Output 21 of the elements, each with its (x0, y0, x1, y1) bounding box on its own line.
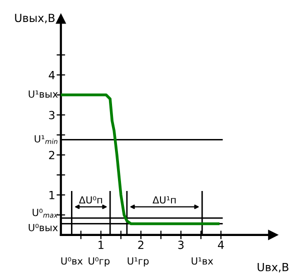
ref-line-label: U⁰$_{max}$ (32, 208, 58, 218)
y-axis-title: Uвых,В (15, 14, 55, 24)
x-tick-label: 3 (178, 240, 184, 250)
annotation: ΔU⁰п (78, 196, 102, 204)
annotation: U¹вых (28, 90, 58, 98)
x-tick-label: 1 (98, 240, 104, 249)
annotation: ΔU¹п (152, 196, 176, 204)
y-tick-label: 3 (49, 110, 54, 120)
x-tick-label: 4 (218, 240, 224, 249)
x-axis-title: Uвх,В (258, 263, 288, 272)
ref-line-label: U⁰гр (88, 257, 110, 267)
y-tick-label: 4 (48, 71, 55, 80)
x-tick-label: 2 (138, 240, 144, 249)
ref-line-label: U¹гр (128, 257, 149, 267)
y-tick-label: 2 (49, 150, 54, 160)
ref-line-label: U¹вх (192, 257, 214, 265)
y-tick-label: 1 (49, 191, 54, 200)
ref-line-label: U¹$_{min}$ (34, 135, 58, 144)
ref-line-label: U⁰вых (28, 224, 58, 232)
line-series (60, 94, 220, 226)
ref-line-label: U⁰вх (61, 257, 83, 265)
